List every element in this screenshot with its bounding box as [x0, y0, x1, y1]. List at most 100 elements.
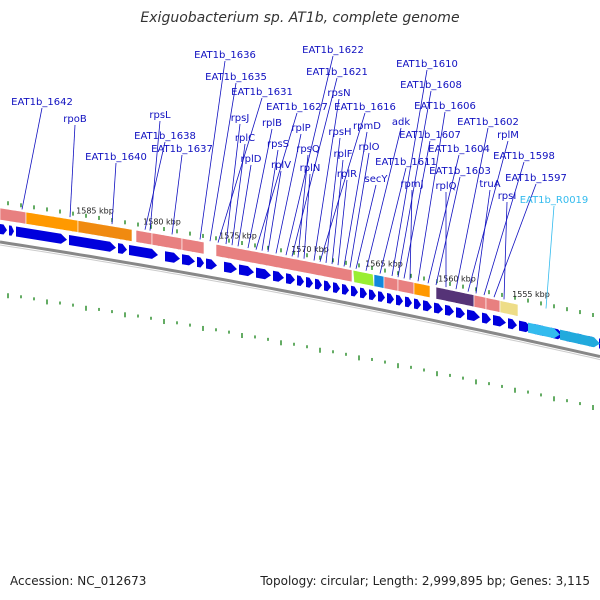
label-leader-line	[313, 98, 340, 261]
gene-label[interactable]: truA	[479, 179, 500, 190]
label-leader-line	[149, 120, 161, 231]
gene-label[interactable]: EAT1b_1642	[11, 97, 73, 108]
gene-label[interactable]: rplD	[241, 154, 262, 165]
gene-label[interactable]: rplF	[334, 149, 353, 160]
gene-label[interactable]: EAT1b_1603	[429, 166, 491, 177]
gene-label[interactable]: rplC	[235, 133, 255, 144]
gene-label[interactable]: rpsI	[498, 191, 517, 202]
label-leader-line	[225, 123, 241, 245]
gene-label[interactable]: EAT1b_1631	[231, 87, 293, 98]
label-leader-line	[391, 69, 428, 277]
cds-arrow-8	[197, 256, 204, 268]
gene-label[interactable]: EAT1b_1606	[414, 101, 476, 112]
cds-arrow-33	[467, 309, 480, 321]
cds-arrow-9	[206, 258, 217, 270]
gene-label[interactable]: EAT1b_1638	[134, 131, 196, 142]
gene-label[interactable]: EAT1b_R0019	[520, 195, 589, 206]
scale-label: 1565 kbp	[365, 259, 403, 268]
gene-label[interactable]: EAT1b_1610	[396, 59, 458, 70]
gene-block-11	[413, 282, 431, 299]
label-leader-line	[21, 107, 43, 210]
genome-summary-text: Topology: circular; Length: 2,999,895 bp…	[260, 574, 590, 588]
label-leader-line	[355, 184, 377, 269]
gene-labels-layer: EAT1b_1642 rpoB EAT1b_1640 rpsL EAT1b_1638 EA…	[11, 45, 588, 309]
gene-label[interactable]: rpsJ	[231, 113, 250, 124]
label-leader-line	[267, 170, 282, 252]
gene-label[interactable]: rpsL	[149, 110, 171, 121]
cds-arrow-17	[315, 278, 322, 290]
gene-label[interactable]: rplO	[358, 142, 379, 153]
gene-label[interactable]: EAT1b_1597	[505, 173, 567, 184]
label-leader-line	[231, 143, 246, 246]
label-leader-line	[427, 154, 460, 284]
gene-label[interactable]: rpsQ	[296, 144, 320, 155]
label-leader-line	[417, 111, 446, 282]
label-leader-line	[111, 162, 117, 225]
gene-block-5	[181, 237, 205, 255]
gene-label[interactable]: EAT1b_1636	[194, 50, 256, 61]
gene-label[interactable]: rplR	[337, 169, 357, 180]
label-leader-line	[435, 176, 461, 286]
cds-arrow-4	[118, 243, 127, 254]
gene-label[interactable]: rpmD	[353, 121, 381, 132]
cds-arrow-32	[456, 307, 465, 319]
gene-block-10	[397, 278, 415, 295]
cds-arrow-28	[414, 298, 421, 310]
gene-label[interactable]: EAT1b_1616	[334, 102, 396, 113]
cds-arrow-3	[69, 235, 116, 252]
gene-label[interactable]: EAT1b_1611	[375, 157, 437, 168]
gene-label[interactable]: rplP	[291, 123, 310, 134]
cds-arrow-25	[387, 293, 394, 304]
gene-label[interactable]: EAT1b_1627	[266, 102, 328, 113]
gene-label[interactable]: EAT1b_1608	[400, 80, 462, 91]
label-leader-line	[379, 167, 407, 274]
gene-label[interactable]: EAT1b_1602	[457, 117, 519, 128]
gene-label[interactable]: rpsN	[327, 88, 350, 99]
label-leader-line	[337, 179, 348, 266]
gene-label[interactable]: EAT1b_1607	[399, 130, 461, 141]
label-leader-line	[365, 127, 402, 271]
label-leader-line	[475, 189, 491, 294]
cds-arrow-7	[182, 254, 195, 266]
gene-label[interactable]: rplM	[497, 130, 519, 141]
gene-label[interactable]: rplV	[271, 160, 291, 171]
label-leader-line	[409, 189, 413, 280]
label-leader-line	[503, 201, 508, 300]
gene-label[interactable]: EAT1b_1635	[205, 72, 267, 83]
label-leader-line	[261, 149, 279, 251]
cds-arrow-34	[482, 312, 491, 324]
gene-block-3	[135, 229, 153, 246]
gene-block-7	[352, 269, 375, 287]
cds-arrow-5	[129, 245, 158, 259]
cds-arrow-19	[333, 282, 340, 293]
gene-label[interactable]: rpoB	[63, 114, 87, 125]
gene-label[interactable]: EAT1b_1637	[151, 144, 213, 155]
cds-arrow-23	[369, 289, 376, 301]
gene-label[interactable]: rpsS	[267, 139, 289, 150]
scale-label: 1580 kbp	[143, 218, 181, 227]
gene-label[interactable]: rplB	[262, 118, 282, 129]
backbone-layer	[0, 240, 600, 361]
cds-arrow-11	[239, 264, 254, 277]
cds-arrow-13	[273, 270, 284, 282]
label-leader-line	[199, 60, 226, 240]
label-leader-line	[397, 90, 432, 278]
gene-label[interactable]: adk	[392, 117, 410, 128]
gene-label[interactable]: rplQ	[435, 181, 456, 192]
gene-label[interactable]: rplN	[300, 163, 321, 174]
gene-block-15	[499, 300, 519, 317]
gene-label[interactable]: EAT1b_1598	[493, 151, 555, 162]
scale-label: 1560 kbp	[438, 274, 476, 283]
gene-label[interactable]: secY	[365, 174, 389, 185]
scale-label: 1555 kbp	[512, 290, 550, 299]
accession-text: Accession: NC_012673	[10, 574, 147, 588]
gene-label[interactable]: EAT1b_1640	[85, 152, 147, 163]
gene-label[interactable]: EAT1b_1604	[428, 144, 490, 155]
gene-label[interactable]: EAT1b_1621	[306, 67, 368, 78]
gene-label[interactable]: EAT1b_1622	[302, 45, 364, 56]
gene-label[interactable]: rpmJ	[400, 179, 423, 190]
cds-arrow-0	[0, 224, 7, 235]
gene-label[interactable]: rpsH	[328, 127, 351, 138]
cds-arrow-2	[16, 226, 67, 244]
